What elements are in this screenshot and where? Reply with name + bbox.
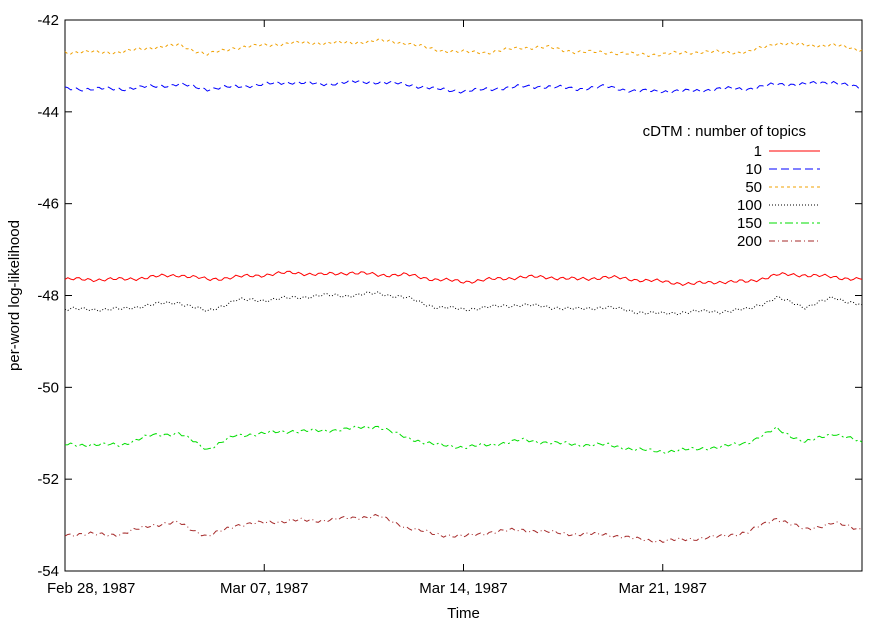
series-line-50 (64, 38, 863, 58)
y-tick-label: -42 (37, 12, 59, 29)
y-axis-ticks: -54 -52 -50 -48 -46 -44 -42 (37, 12, 862, 580)
y-tick-label: -46 (37, 196, 59, 213)
y-tick-label: -54 (37, 563, 59, 580)
x-axis-ticks: Feb 28, 1987 Mar 07, 1987 Mar 14, 1987 Mar … (47, 20, 707, 597)
y-tick-label: -52 (37, 471, 59, 488)
legend-label-100: 100 (737, 197, 762, 214)
legend-label-1: 1 (754, 143, 762, 160)
legend-title: cDTM : number of topics (643, 123, 806, 140)
series-line-10 (64, 79, 863, 94)
legend-label-150: 150 (737, 215, 762, 232)
y-tick-label: -48 (37, 288, 59, 305)
y-axis-label: per-word log-likelihood (6, 220, 23, 371)
series-line-200 (64, 513, 863, 544)
series-line-100 (64, 291, 863, 316)
y-tick-label: -50 (37, 379, 59, 396)
series-layer (64, 38, 863, 544)
x-tick-label: Mar 21, 1987 (619, 580, 707, 597)
legend-label-200: 200 (737, 233, 762, 250)
y-tick-label: -44 (37, 104, 59, 121)
series-line-150 (64, 425, 863, 455)
x-tick-label: Mar 14, 1987 (419, 580, 507, 597)
legend-label-10: 10 (745, 161, 762, 178)
x-axis-label: Time (447, 605, 480, 622)
x-tick-label: Feb 28, 1987 (47, 580, 135, 597)
x-tick-label: Mar 07, 1987 (220, 580, 308, 597)
series-line-1 (64, 270, 863, 286)
legend-label-50: 50 (745, 179, 762, 196)
